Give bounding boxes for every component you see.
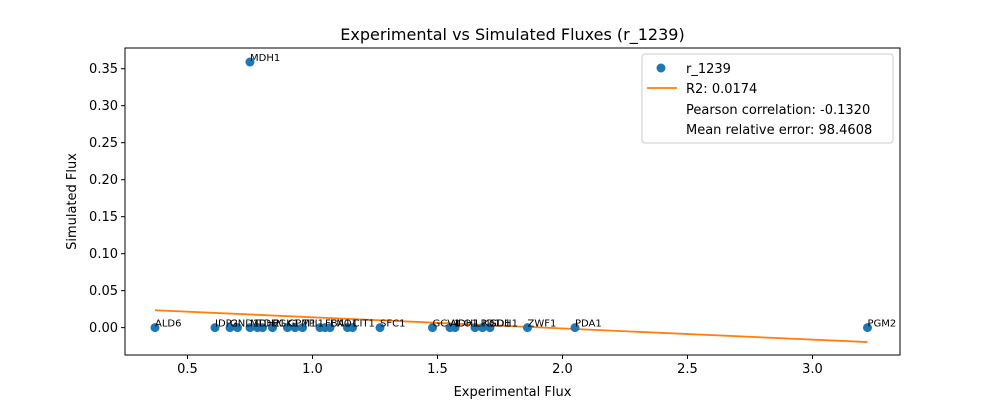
data-point bbox=[570, 323, 580, 333]
legend-label-mre: Mean relative error: 98.4608 bbox=[686, 123, 872, 138]
data-point bbox=[233, 323, 242, 333]
legend: r_1239 R2: 0.0174 Pearson correlation: -… bbox=[641, 53, 894, 144]
data-point bbox=[325, 323, 335, 333]
point-label: ZWF1 bbox=[528, 319, 557, 330]
x-tick-label: 1.5 bbox=[427, 362, 448, 377]
regression-line bbox=[154, 309, 868, 343]
data-point bbox=[863, 323, 872, 333]
data-point bbox=[478, 323, 487, 333]
point-label: KGD1 bbox=[483, 319, 511, 330]
point-label: MDH1 bbox=[250, 53, 280, 64]
legend-entry-scatter: r_1239 bbox=[656, 62, 731, 77]
chart-title: Experimental vs Simulated Fluxes (r_1239… bbox=[340, 25, 684, 45]
legend-label-fit: R2: 0.0174 bbox=[686, 82, 757, 97]
data-point bbox=[225, 323, 235, 333]
y-tick-label: 0.15 bbox=[89, 210, 118, 225]
data-point bbox=[150, 323, 160, 333]
point-label: LPD1 bbox=[475, 319, 501, 330]
data-point bbox=[210, 323, 220, 333]
data-point bbox=[290, 323, 300, 333]
point-label: IDH1 bbox=[455, 319, 480, 330]
y-tick-label: 0.05 bbox=[89, 284, 118, 299]
legend-label-scatter: r_1239 bbox=[686, 62, 731, 77]
y-tick-label: 0.20 bbox=[89, 173, 118, 188]
point-label: PGK1 bbox=[273, 319, 300, 330]
point-label: IDP2 bbox=[215, 319, 238, 330]
x-tick-label: 2.5 bbox=[677, 362, 698, 377]
data-point bbox=[485, 323, 495, 333]
y-axis-label: Simulated Flux bbox=[65, 153, 80, 250]
x-axis-ticks: 0.5 1.0 1.5 2.0 2.5 3.0 bbox=[177, 355, 823, 377]
y-tick-label: 0.00 bbox=[89, 321, 118, 336]
legend-marker-icon bbox=[656, 63, 666, 73]
data-point bbox=[470, 323, 480, 333]
point-label: TDH1 bbox=[257, 319, 286, 330]
point-label: GND1 bbox=[230, 319, 259, 330]
point-label: GCV1 bbox=[433, 319, 461, 330]
y-tick-label: 0.10 bbox=[89, 247, 118, 262]
data-point bbox=[245, 323, 255, 333]
y-tick-label: 0.25 bbox=[89, 136, 118, 151]
x-tick-label: 0.5 bbox=[177, 362, 198, 377]
point-label: GPM1 bbox=[288, 319, 317, 330]
legend-label-pearson: Pearson correlation: -0.1320 bbox=[686, 103, 870, 118]
x-axis-label: Experimental Flux bbox=[454, 385, 572, 400]
point-label: TPI1 bbox=[302, 319, 324, 330]
data-point bbox=[450, 323, 460, 333]
point-label: PDA1 bbox=[575, 319, 602, 330]
point-label: ALD6 bbox=[155, 319, 181, 330]
data-point bbox=[258, 323, 267, 333]
point-label: SDH1 bbox=[490, 319, 518, 330]
data-point bbox=[298, 323, 307, 333]
plot-area: 0.5 1.0 1.5 2.0 2.5 3.0 0.000.050.100.150.200… bbox=[89, 47, 901, 377]
legend-entry-fit: R2: 0.0174 bbox=[647, 82, 757, 97]
x-tick-label: 1.0 bbox=[302, 362, 323, 377]
data-points bbox=[150, 57, 872, 333]
data-point bbox=[268, 323, 277, 333]
point-label: ENO1 bbox=[330, 319, 358, 330]
point-label: SFC1 bbox=[380, 319, 405, 330]
data-point bbox=[428, 323, 437, 333]
data-point bbox=[348, 323, 357, 333]
data-point bbox=[245, 57, 255, 67]
y-tick-label: 0.30 bbox=[89, 99, 118, 114]
y-axis-ticks: 0.00 0.05 0.10 0.15 0.20 0.25 0.30 0.35 bbox=[89, 62, 125, 336]
point-label: MDH2 bbox=[250, 319, 280, 330]
y-tick-label: 0.35 bbox=[89, 62, 118, 77]
data-point bbox=[283, 323, 292, 333]
plot-frame bbox=[124, 47, 901, 356]
point-label: ACO1 bbox=[450, 319, 478, 330]
point-label: FBA1 bbox=[325, 319, 351, 330]
data-point bbox=[375, 323, 385, 333]
x-tick-label: 2.0 bbox=[552, 362, 573, 377]
fit-line-group bbox=[154, 309, 868, 343]
legend-box bbox=[641, 53, 894, 144]
data-point bbox=[523, 323, 532, 333]
x-tick-label: 3.0 bbox=[802, 362, 823, 377]
point-label: CIT1 bbox=[353, 319, 375, 330]
point-label: PGM2 bbox=[868, 319, 897, 330]
